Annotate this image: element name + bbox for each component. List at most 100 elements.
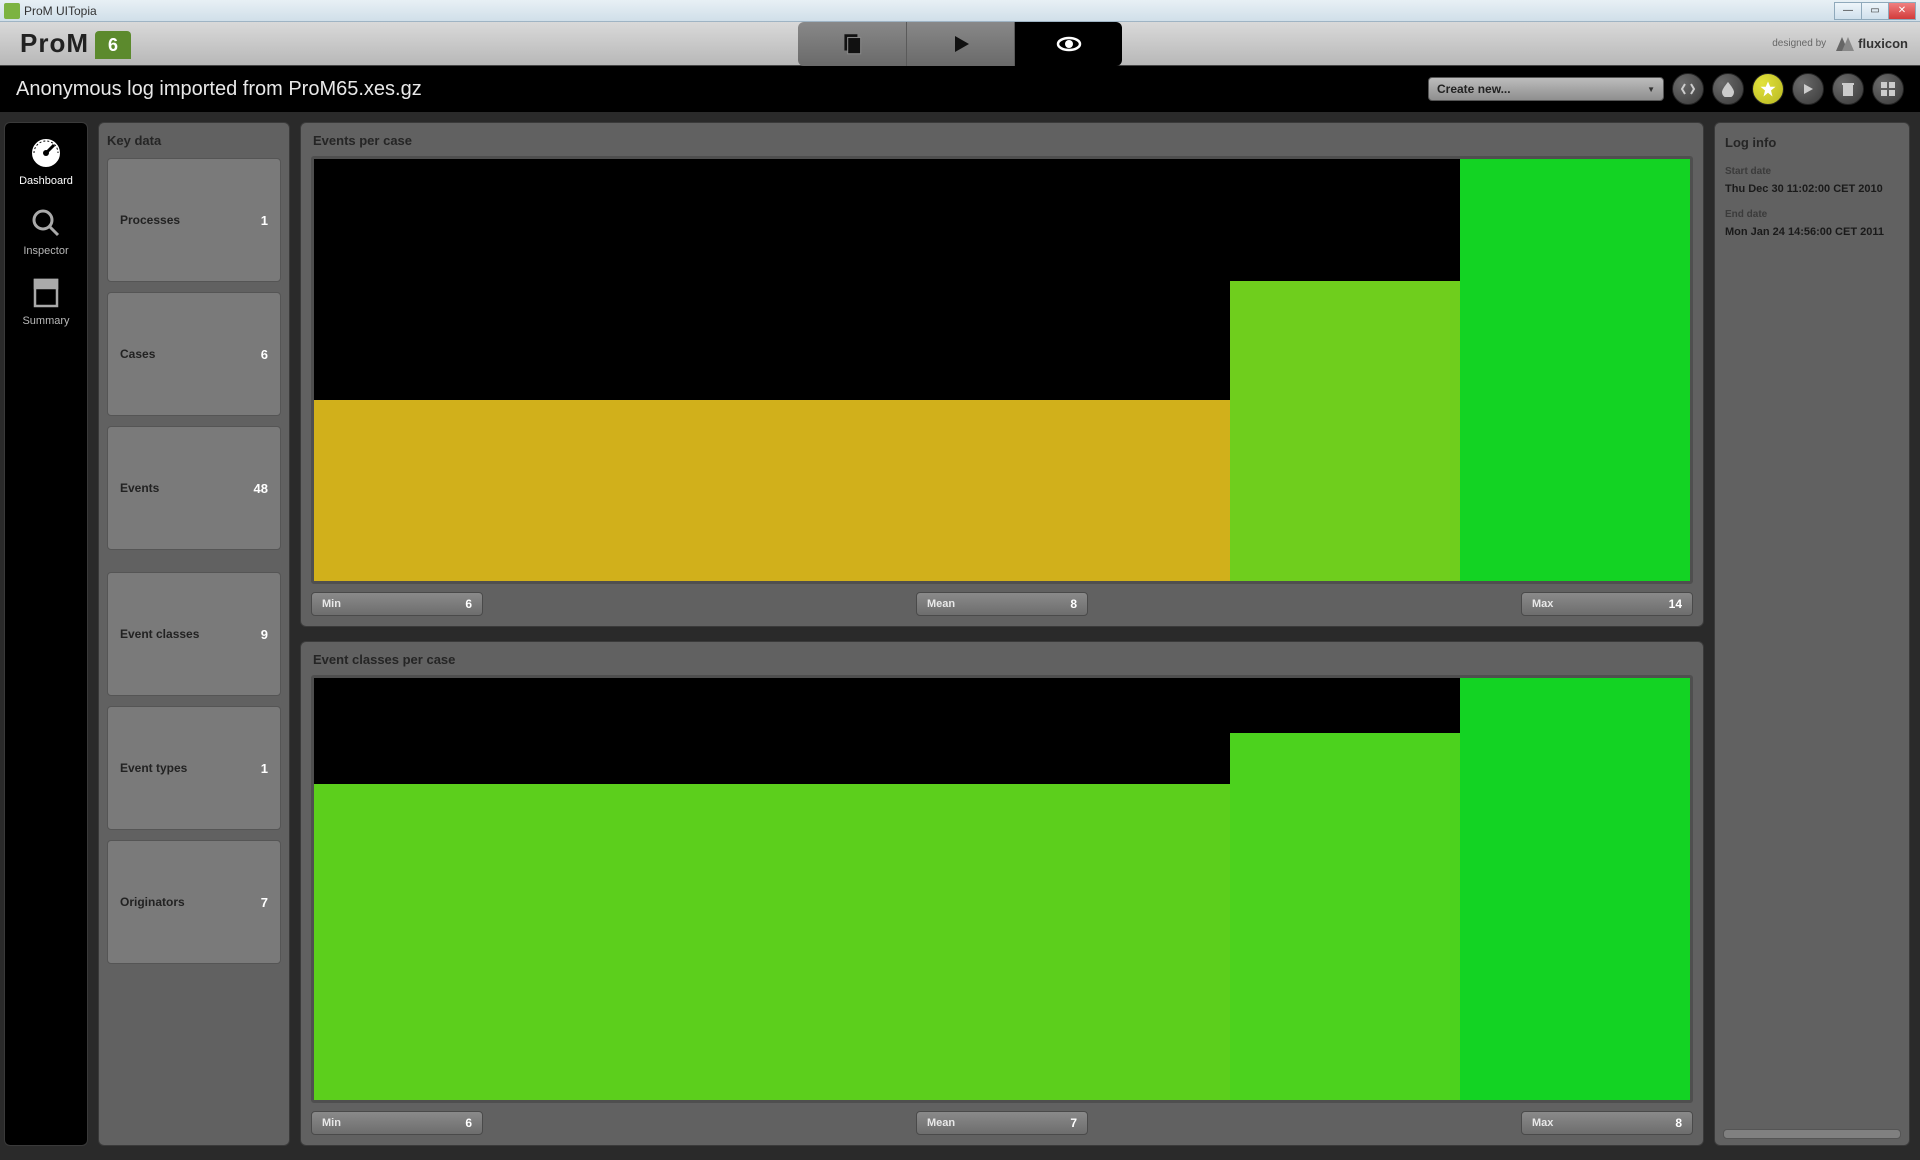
chart1-max-label: Max: [1532, 598, 1553, 610]
key-types-label: Event types: [120, 761, 187, 775]
trash-icon: [1841, 81, 1855, 97]
chart2-stats: Min 6 Mean 7 Max 8: [311, 1111, 1693, 1135]
brackets-button[interactable]: [1672, 73, 1704, 105]
content-area: Dashboard Inspector Summary Key data Pro…: [0, 112, 1920, 1160]
chart1-min: Min 6: [311, 592, 483, 616]
key-events-label: Events: [120, 481, 159, 495]
tab-play[interactable]: [906, 22, 1014, 66]
log-info-title: Log info: [1725, 135, 1899, 150]
tab-view[interactable]: [1014, 22, 1122, 66]
grid-icon: [1880, 81, 1896, 97]
charts-panel: Events per case Min 6 Mean 8 Max 14: [300, 122, 1704, 1146]
chart1-stats: Min 6 Mean 8 Max 14: [311, 592, 1693, 616]
chart1-max: Max 14: [1521, 592, 1693, 616]
designed-by-label: designed by: [1772, 38, 1826, 49]
star-icon: [1759, 80, 1777, 98]
nav-summary[interactable]: Summary: [22, 275, 69, 327]
subbar: Anonymous log imported from ProM65.xes.g…: [0, 66, 1920, 112]
chart1-mean: Mean 8: [916, 592, 1088, 616]
run-button[interactable]: [1792, 73, 1824, 105]
key-event-types[interactable]: Event types 1: [107, 706, 281, 830]
window-close-button[interactable]: ✕: [1888, 2, 1916, 20]
window-minimize-button[interactable]: —: [1834, 2, 1862, 20]
window-title: ProM UITopia: [24, 4, 97, 18]
key-cases[interactable]: Cases 6: [107, 292, 281, 416]
key-processes[interactable]: Processes 1: [107, 158, 281, 282]
nav-dashboard-label: Dashboard: [19, 175, 73, 187]
chart-bar: [314, 784, 1230, 1101]
drop-icon: [1721, 81, 1735, 97]
key-originators[interactable]: Originators 7: [107, 840, 281, 964]
chart2-max: Max 8: [1521, 1111, 1693, 1135]
chart1-title: Events per case: [311, 131, 1693, 156]
key-classes-value: 9: [261, 627, 268, 642]
chart-bar: [1230, 281, 1460, 581]
key-cases-value: 6: [261, 347, 268, 362]
chart1-min-label: Min: [322, 598, 341, 610]
vendor-name: fluxicon: [1858, 36, 1908, 51]
view-mode-tabs: [798, 22, 1122, 66]
trash-button[interactable]: [1832, 73, 1864, 105]
key-data-panel: Key data Processes 1 Cases 6 Events 48 E…: [98, 122, 290, 1146]
favorite-button[interactable]: [1752, 73, 1784, 105]
key-data-title: Key data: [107, 133, 281, 148]
chart-events-per-case: Events per case Min 6 Mean 8 Max 14: [300, 122, 1704, 627]
tab-workspace[interactable]: [798, 22, 906, 66]
window-titlebar: ProM UITopia — ▭ ✕: [0, 0, 1920, 22]
nav-dashboard[interactable]: Dashboard: [19, 135, 73, 187]
chart-bar: [1460, 678, 1690, 1100]
chart1-area: [311, 156, 1693, 584]
gauge-icon: [29, 136, 63, 170]
app-icon: [4, 3, 20, 19]
start-date-label: Start date: [1725, 166, 1899, 177]
key-events-value: 48: [254, 481, 268, 496]
chart-bar: [1460, 159, 1690, 581]
chart-bar: [314, 400, 1230, 581]
chart2-area: [311, 675, 1693, 1103]
vendor-logo: fluxicon: [1836, 36, 1908, 51]
chart2-mean-label: Mean: [927, 1117, 955, 1129]
chart2-max-label: Max: [1532, 1117, 1553, 1129]
app-logo: ProM 6: [0, 28, 131, 59]
left-nav: Dashboard Inspector Summary: [4, 122, 88, 1146]
document-icon: [32, 277, 60, 309]
chart-bar: [1230, 733, 1460, 1100]
window-maximize-button[interactable]: ▭: [1861, 2, 1889, 20]
fluxicon-icon: [1836, 37, 1854, 51]
logo-version: 6: [95, 31, 131, 59]
stack-icon: [839, 31, 865, 57]
key-event-classes[interactable]: Event classes 9: [107, 572, 281, 696]
eye-icon: [1052, 32, 1086, 56]
grid-button[interactable]: [1872, 73, 1904, 105]
play-icon: [949, 32, 973, 56]
key-types-value: 1: [261, 761, 268, 776]
chart1-max-value: 14: [1669, 597, 1682, 611]
create-new-dropdown[interactable]: Create new...: [1428, 77, 1664, 101]
start-date-value: Thu Dec 30 11:02:00 CET 2010: [1725, 183, 1899, 195]
nav-inspector[interactable]: Inspector: [23, 205, 68, 257]
key-processes-label: Processes: [120, 213, 180, 227]
logo-text: ProM: [20, 28, 89, 59]
key-processes-value: 1: [261, 213, 268, 228]
nav-inspector-label: Inspector: [23, 245, 68, 257]
key-classes-label: Event classes: [120, 627, 199, 641]
key-events[interactable]: Events 48: [107, 426, 281, 550]
chart2-title: Event classes per case: [311, 650, 1693, 675]
chart1-mean-label: Mean: [927, 598, 955, 610]
dropdown-label: Create new...: [1437, 82, 1511, 96]
chart2-min-value: 6: [465, 1116, 472, 1130]
key-cases-label: Cases: [120, 347, 155, 361]
chart1-mean-value: 8: [1070, 597, 1077, 611]
chart2-max-value: 8: [1675, 1116, 1682, 1130]
end-date-label: End date: [1725, 209, 1899, 220]
play-small-icon: [1801, 82, 1815, 96]
topbar: ProM 6 designed by fluxicon: [0, 22, 1920, 66]
info-scrollbar[interactable]: [1723, 1129, 1901, 1139]
chart1-min-value: 6: [465, 597, 472, 611]
chart-event-classes-per-case: Event classes per case Min 6 Mean 7 Max …: [300, 641, 1704, 1146]
chart2-min: Min 6: [311, 1111, 483, 1135]
log-info-panel: Log info Start date Thu Dec 30 11:02:00 …: [1714, 122, 1910, 1146]
drop-button[interactable]: [1712, 73, 1744, 105]
key-orig-label: Originators: [120, 895, 185, 909]
code-icon: [1680, 81, 1696, 97]
